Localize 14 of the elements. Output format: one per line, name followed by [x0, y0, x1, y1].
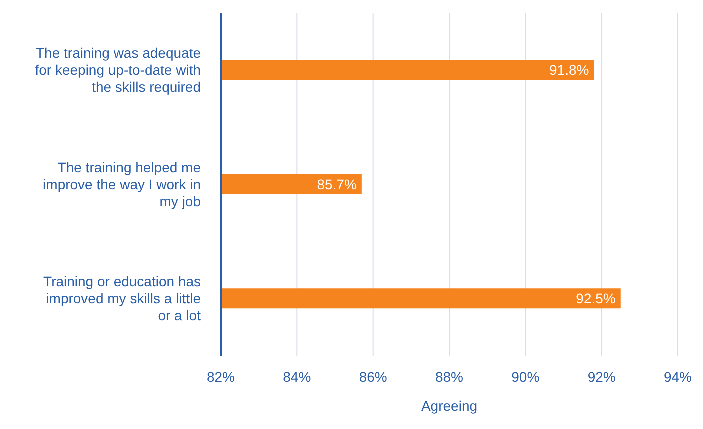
data-label: 91.8% [550, 62, 590, 78]
y-tick-label: The training helped me improve the way I work in my job [43, 159, 202, 210]
data-label: 92.5% [576, 290, 616, 307]
x-tick-label: 88% [435, 368, 464, 385]
x-tick-label: 84% [283, 368, 312, 385]
data-label: 85.7% [317, 176, 357, 192]
x-tick-label: 92% [588, 368, 616, 385]
x-tick-label: 86% [359, 368, 388, 385]
y-tick-label: The training was adequate for keeping up-to-date with the skills required [35, 45, 202, 96]
y-tick-label: Training or education has improved my skills a little or a lot [44, 274, 202, 324]
x-tick-label: 94% [664, 368, 692, 385]
x-tick-label: 82% [206, 368, 236, 385]
x-tick-label: 90% [512, 368, 540, 385]
x-axis-title: Agreeing [421, 398, 478, 414]
